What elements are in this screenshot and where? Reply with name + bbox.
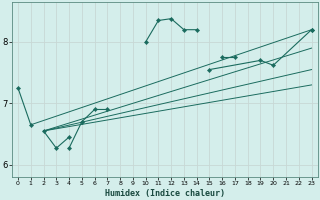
X-axis label: Humidex (Indice chaleur): Humidex (Indice chaleur) [105, 189, 225, 198]
